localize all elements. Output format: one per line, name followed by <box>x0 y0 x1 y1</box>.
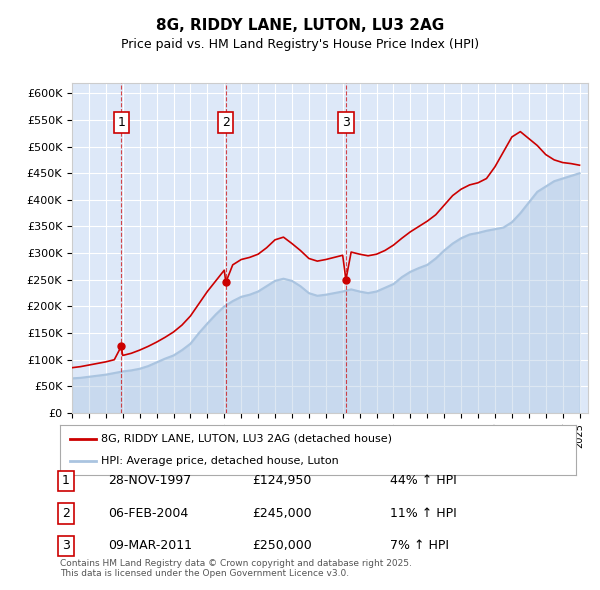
Text: £124,950: £124,950 <box>252 474 311 487</box>
Text: 06-FEB-2004: 06-FEB-2004 <box>108 507 188 520</box>
Text: £245,000: £245,000 <box>252 507 311 520</box>
Text: 3: 3 <box>342 116 350 129</box>
Text: 1: 1 <box>62 474 70 487</box>
Text: Price paid vs. HM Land Registry's House Price Index (HPI): Price paid vs. HM Land Registry's House … <box>121 38 479 51</box>
Text: 8G, RIDDY LANE, LUTON, LU3 2AG: 8G, RIDDY LANE, LUTON, LU3 2AG <box>156 18 444 32</box>
Text: 7% ↑ HPI: 7% ↑ HPI <box>390 539 449 552</box>
Text: 2: 2 <box>62 507 70 520</box>
Text: Contains HM Land Registry data © Crown copyright and database right 2025.
This d: Contains HM Land Registry data © Crown c… <box>60 559 412 578</box>
Text: 09-MAR-2011: 09-MAR-2011 <box>108 539 192 552</box>
Text: 28-NOV-1997: 28-NOV-1997 <box>108 474 191 487</box>
Text: 2: 2 <box>222 116 230 129</box>
Text: £250,000: £250,000 <box>252 539 312 552</box>
Text: 44% ↑ HPI: 44% ↑ HPI <box>390 474 457 487</box>
Text: 11% ↑ HPI: 11% ↑ HPI <box>390 507 457 520</box>
Text: 1: 1 <box>117 116 125 129</box>
Text: HPI: Average price, detached house, Luton: HPI: Average price, detached house, Luto… <box>101 456 339 466</box>
Text: 3: 3 <box>62 539 70 552</box>
Text: 8G, RIDDY LANE, LUTON, LU3 2AG (detached house): 8G, RIDDY LANE, LUTON, LU3 2AG (detached… <box>101 434 392 444</box>
